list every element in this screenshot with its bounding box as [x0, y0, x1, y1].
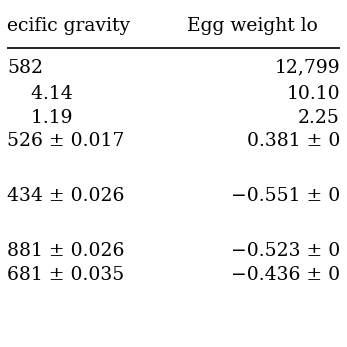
Text: 434 ± 0.026: 434 ± 0.026: [7, 187, 124, 205]
Text: Egg weight lo: Egg weight lo: [187, 17, 318, 35]
Text: 12,799: 12,799: [274, 59, 340, 77]
Text: 10.10: 10.10: [286, 85, 340, 103]
Text: 2.25: 2.25: [298, 109, 340, 127]
Text: 526 ± 0.017: 526 ± 0.017: [7, 132, 124, 150]
Text: −0.436 ± 0: −0.436 ± 0: [231, 266, 340, 284]
Text: 4.14: 4.14: [7, 85, 73, 103]
Text: ecific gravity: ecific gravity: [7, 17, 130, 35]
Text: 1.19: 1.19: [7, 109, 73, 127]
Text: 881 ± 0.026: 881 ± 0.026: [7, 242, 124, 260]
Text: 582: 582: [7, 59, 43, 77]
Text: −0.523 ± 0: −0.523 ± 0: [231, 242, 340, 260]
Text: −0.551 ± 0: −0.551 ± 0: [231, 187, 340, 205]
Text: 0.381 ± 0: 0.381 ± 0: [247, 132, 340, 150]
Text: 681 ± 0.035: 681 ± 0.035: [7, 266, 124, 284]
